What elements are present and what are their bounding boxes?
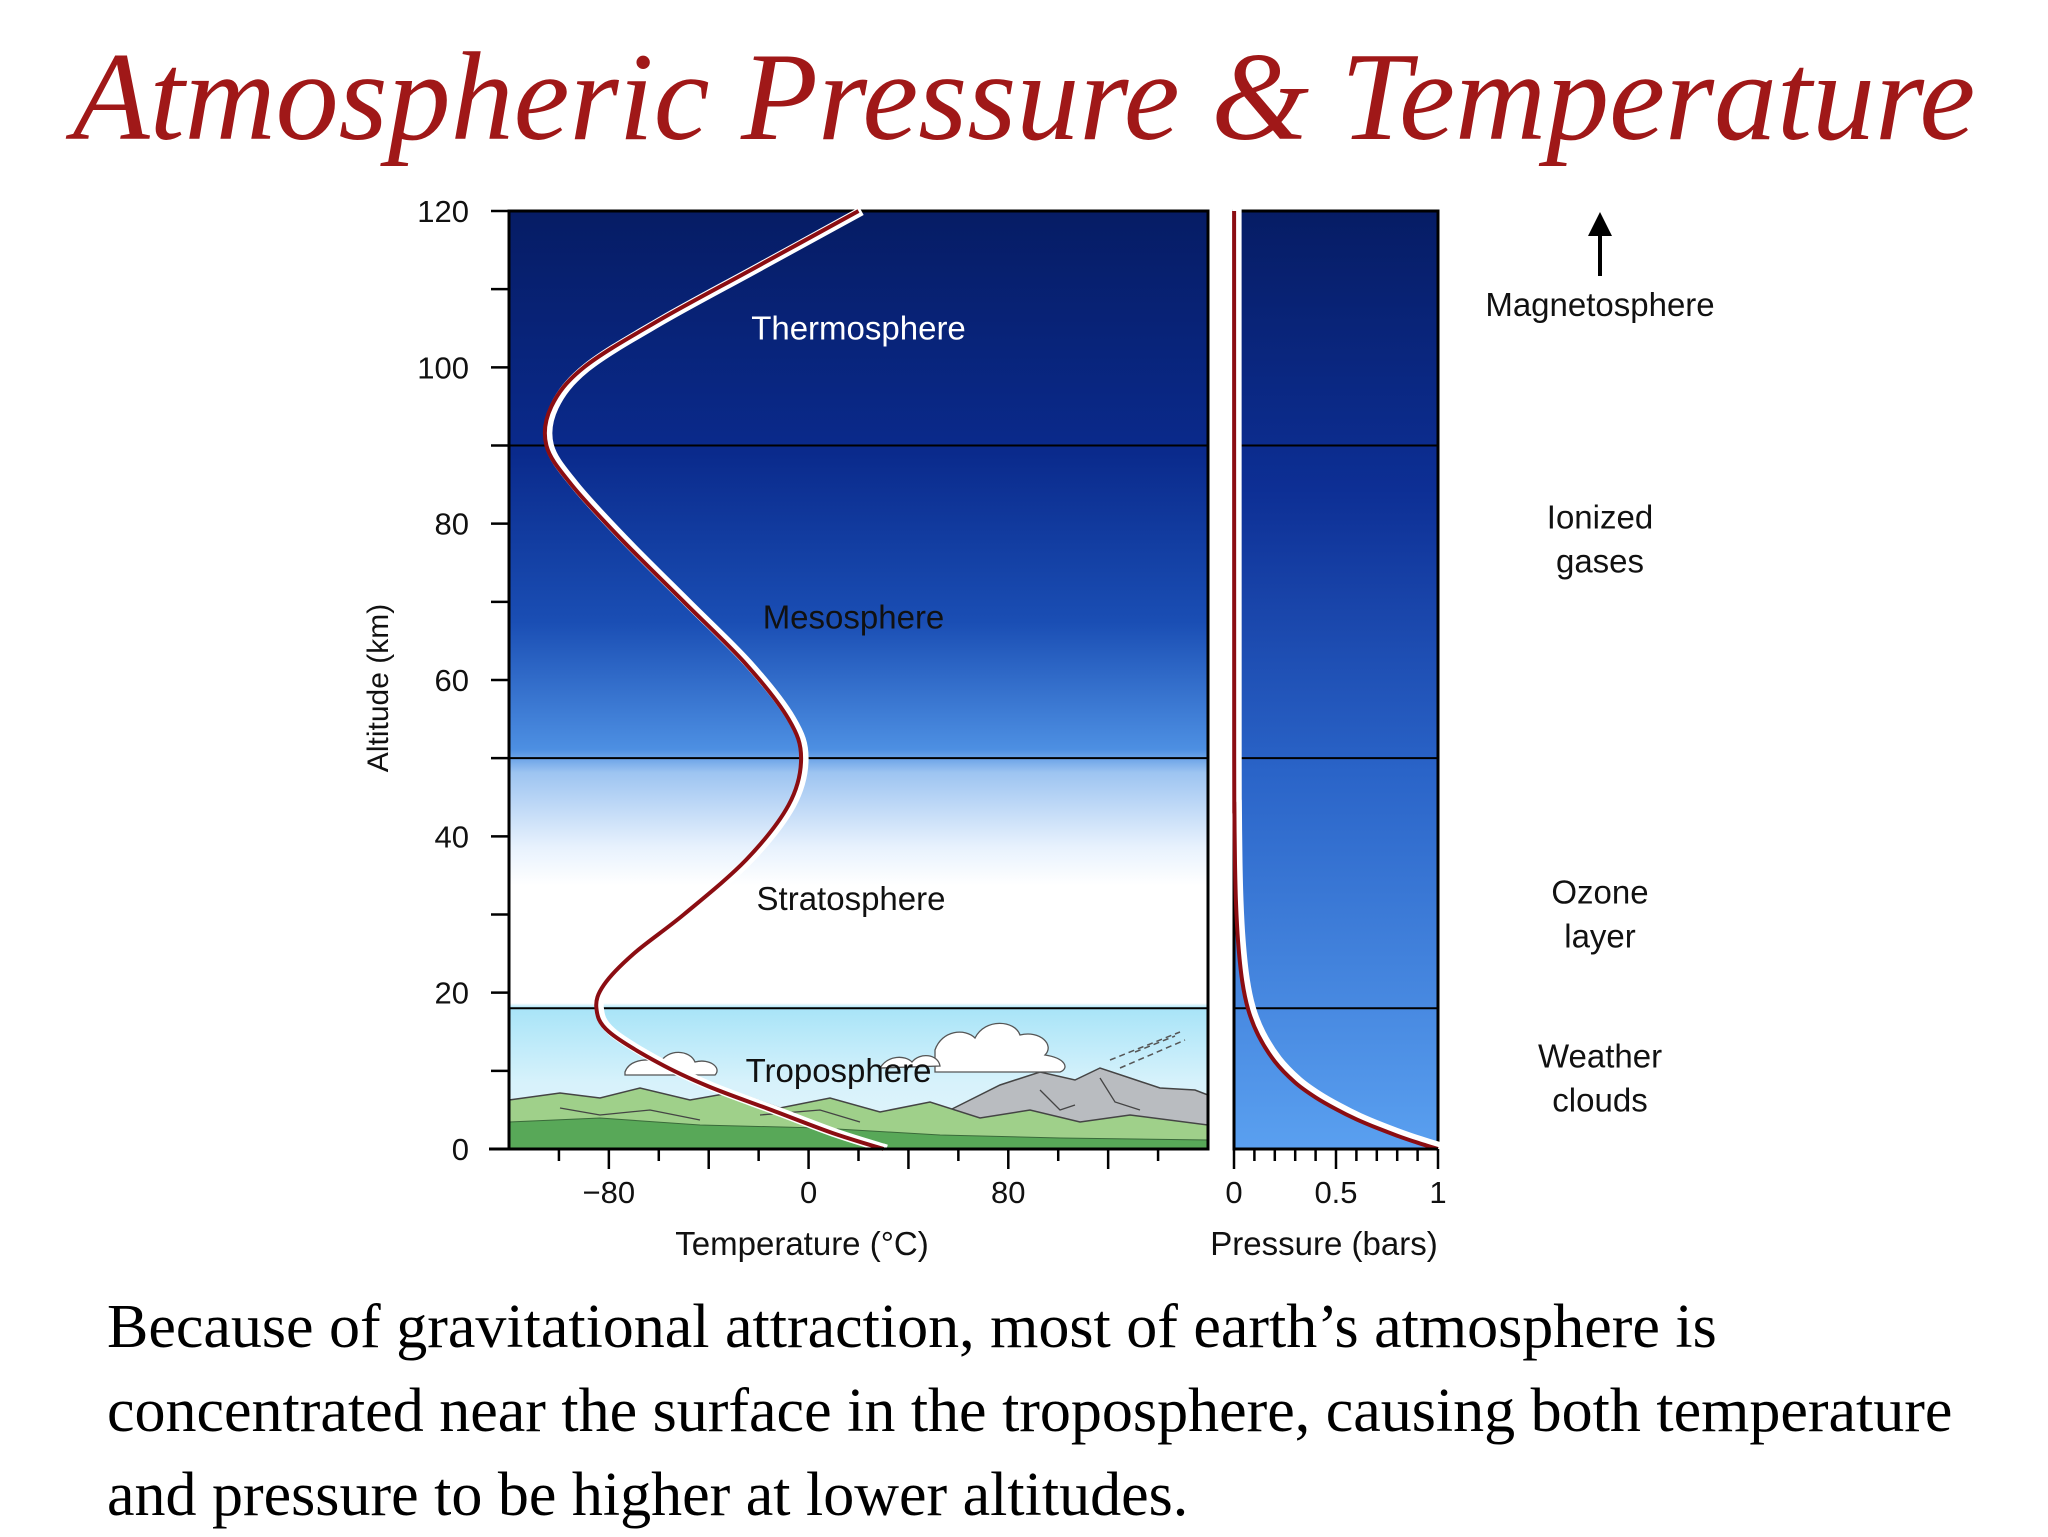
temperature-panel-background [509,211,1208,1149]
altitude-tick-label: 80 [435,507,469,542]
pressure-tick-label: 0.5 [1314,1175,1357,1210]
pressure-axis: 0 0.5 1 [1225,1147,1447,1210]
pressure-tick-label: 0 [1225,1175,1242,1210]
ridge-line [1039,1089,1076,1111]
side-label: Weather [1538,1038,1662,1075]
ridge-line [559,1107,701,1121]
altitude-tick-label: 20 [435,976,469,1011]
side-label: Magnetosphere [1485,286,1714,323]
temperature-tick-label: −80 [583,1175,636,1210]
temperature-panel: Thermosphere Mesosphere Stratosphere Tropos… [507,207,1210,1154]
pressure-axis-label: Pressure (bars) [1210,1225,1437,1262]
temperature-axis: −80 0 80 [489,1147,1208,1210]
cirrus-cloud-icon [1109,1031,1186,1069]
altitude-tick-label: 120 [417,194,469,229]
mountain-scenery [508,1067,1209,1150]
slide-title: Atmospheric Pressure & Temperature [72,28,1976,167]
temperature-axis-label: Temperature (°C) [675,1225,928,1262]
altitude-tick-label: 60 [435,663,469,698]
temperature-curve [542,209,885,1151]
cloud-icon [934,1022,1066,1073]
side-labels: Magnetosphere Ionized gases Ozone layer Weath… [1485,212,1715,1119]
side-label: layer [1564,918,1636,955]
altitude-axis: 0 20 40 60 80 100 120 [417,194,511,1167]
side-label: gases [1556,542,1644,579]
pressure-layer-boundaries [1234,444,1438,1010]
layer-label: Stratosphere [757,880,946,917]
pressure-curve-highlight [1232,208,1443,1152]
temperature-tick-label: 80 [991,1175,1025,1210]
ridge-line [1099,1077,1141,1111]
cloud-icons [624,1022,1186,1076]
altitude-tick-label: 100 [417,350,469,385]
altitude-tick-label: 0 [452,1132,469,1167]
layer-boundaries [509,444,1208,1010]
pressure-tick-label: 1 [1429,1175,1446,1210]
layer-labels: Thermosphere Mesosphere Stratosphere Tropos… [746,309,966,1089]
arrowhead-icon [1588,212,1612,236]
altitude-tick-label: 40 [435,819,469,854]
layer-label: Thermosphere [751,309,966,346]
pressure-curve [1232,210,1439,1151]
layer-label: Mesosphere [763,598,945,635]
pressure-panel-background [1234,211,1438,1149]
pressure-panel [1232,208,1443,1152]
altitude-axis-label: Altitude (km) [362,604,395,772]
cloud-icon [878,1055,941,1069]
side-label: Ionized [1547,498,1653,535]
side-label: clouds [1552,1082,1647,1119]
side-label: Ozone [1551,874,1648,911]
layer-label: Troposphere [746,1052,932,1089]
slide-caption: Because of gravitational attraction, mos… [107,1293,1953,1529]
temperature-tick-label: 0 [800,1175,817,1210]
